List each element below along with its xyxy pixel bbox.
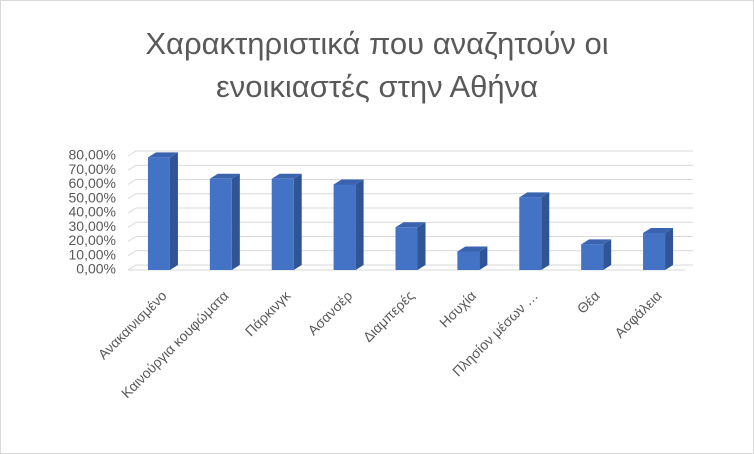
bar-top [271,173,302,179]
bar-side [541,192,550,270]
bar-side [169,152,178,270]
grid-line [127,193,693,200]
bar-side [479,246,488,270]
bar [519,197,542,270]
bar [643,232,666,270]
bar-side [293,173,302,270]
bar [581,244,604,270]
bar [147,157,170,270]
chart-title: Χαρακτηριστικά που αναζητούν οι [145,26,608,61]
bar-top [581,239,612,245]
y-tick-label: 20,00% [69,232,116,248]
bar-side [231,173,240,270]
bar-side [355,179,364,270]
grid-line [127,179,693,185]
grid-line [127,221,693,228]
bar-top [147,152,178,158]
bar-top [333,179,364,185]
bar-side [417,222,426,270]
y-tick-label: 70,00% [69,161,116,177]
bar [209,178,232,270]
bar-side [665,227,674,270]
y-tick-label: 30,00% [69,218,116,234]
bar [457,251,480,270]
bar [333,184,356,270]
y-tick-label: 60,00% [69,175,116,191]
y-tick-label: 40,00% [69,204,116,220]
grid-line [127,250,693,257]
y-tick-label: 80,00% [69,147,116,163]
bar-top [519,192,550,198]
grid-line [127,264,693,271]
bar-top [457,246,488,252]
y-tick-label: 50,00% [69,189,116,205]
bar [271,178,294,270]
bar-top [209,173,240,179]
y-tick-label: 0,00% [76,261,116,277]
bar [395,227,418,270]
grid-line [127,236,693,242]
bar-side [603,239,612,270]
grid-line [127,164,693,171]
grid-line [127,207,693,214]
grid-line [127,150,693,157]
chart-title: ενοικιαστές στην Αθήνα [216,69,538,104]
y-tick-label: 10,00% [69,246,116,262]
bar-top [643,227,674,233]
bar-top [395,222,426,228]
